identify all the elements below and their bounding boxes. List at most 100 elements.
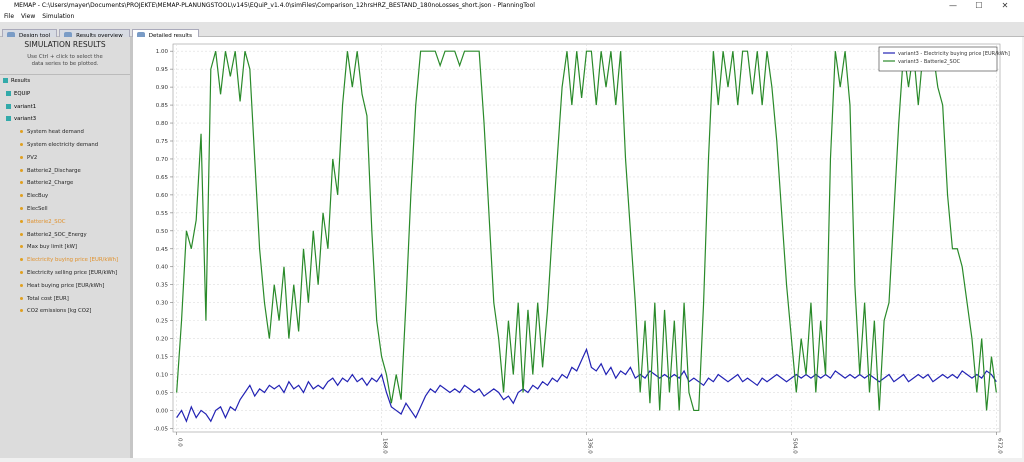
y-tick-label: 0.00 bbox=[156, 408, 169, 414]
tree-leaf[interactable]: Max buy limit [kW] bbox=[0, 241, 130, 254]
tree-label: variant3 bbox=[14, 116, 37, 123]
menu-item[interactable]: View bbox=[21, 13, 36, 20]
tree-label: Batterie2_Discharge bbox=[27, 167, 81, 174]
tree-label: Results bbox=[11, 78, 31, 84]
y-tick-label: 0.10 bbox=[156, 373, 169, 379]
tree-leaf[interactable]: Batterie2_SOC_Energy bbox=[0, 229, 130, 242]
leaf-icon bbox=[20, 168, 23, 172]
leaf-icon bbox=[20, 130, 23, 134]
tree-leaf[interactable]: Batterie2_Charge bbox=[0, 177, 130, 190]
leaf-icon bbox=[20, 181, 23, 185]
maximize-button[interactable]: ☐ bbox=[975, 1, 983, 10]
x-tick-label: 0.0 bbox=[177, 438, 183, 447]
title-bar: MEMAP - C:\Users\mayer\Documents\PROJEKT… bbox=[0, 0, 1024, 12]
tree-label: Electricity buying price [EUR/kWh] bbox=[27, 257, 119, 264]
leaf-icon bbox=[20, 245, 23, 249]
window-controls: — ☐ ✕ bbox=[940, 0, 1018, 12]
panel-hint: Use Ctrl + click to select the data seri… bbox=[27, 54, 103, 67]
tree-label: Max buy limit [kW] bbox=[27, 244, 77, 251]
y-tick-label: 0.65 bbox=[156, 175, 169, 181]
tree-node[interactable]: EQUIP bbox=[0, 88, 130, 101]
tree-node[interactable]: variant1 bbox=[0, 101, 130, 114]
chart: -0.05 0.00 0.05 0.10 0.15 0.20 0.25 0.30 0.35 0.4… bbox=[154, 43, 1010, 454]
window-title: MEMAP - C:\Users\mayer\Documents\PROJEKT… bbox=[14, 2, 535, 9]
y-tick-label: 0.30 bbox=[156, 301, 169, 307]
tree-leaf[interactable]: System heat demand bbox=[0, 126, 130, 139]
tree-label: ElecSell bbox=[27, 205, 48, 212]
leaf-icon bbox=[20, 155, 23, 159]
y-tick-label: 0.95 bbox=[156, 67, 169, 73]
y-tick-label: 0.40 bbox=[156, 265, 169, 271]
y-tick-label: 0.75 bbox=[156, 139, 169, 145]
tree-icon bbox=[6, 90, 11, 96]
y-tick-label: 0.60 bbox=[156, 193, 169, 199]
results-tree: Results EQUIP variant1 variant3 System heat … bbox=[0, 74, 130, 318]
tree-icon bbox=[3, 78, 8, 83]
tree-icon bbox=[6, 103, 11, 109]
tree-label: System electricity demand bbox=[27, 141, 99, 148]
tree-leaf[interactable]: CO2 emissions [kg CO2] bbox=[0, 305, 130, 318]
tree-leaf[interactable]: Batterie2_Discharge bbox=[0, 165, 130, 178]
tree-label: Batterie2_SOC bbox=[27, 218, 66, 225]
leaf-icon bbox=[20, 142, 23, 146]
menu-item[interactable]: File bbox=[4, 13, 15, 20]
panel-title: SIMULATION RESULTS bbox=[24, 40, 106, 49]
x-tick-label: 168.0 bbox=[382, 438, 388, 454]
tree-leaf[interactable]: PV2 bbox=[0, 152, 130, 165]
y-tick-label: 0.45 bbox=[156, 247, 169, 253]
x-tick-label: 672.0 bbox=[996, 438, 1002, 454]
tree-leaf[interactable]: Electricity buying price [EUR/kWh] bbox=[0, 254, 130, 267]
tree-leaf[interactable]: Electricity selling price [EUR/kWh] bbox=[0, 267, 130, 280]
y-tick-label: 0.35 bbox=[156, 283, 169, 289]
tree-leaf[interactable]: ElecBuy bbox=[0, 190, 130, 203]
x-tick-label: 504.0 bbox=[791, 438, 797, 454]
y-tick-label: 0.20 bbox=[156, 337, 169, 343]
leaf-icon bbox=[20, 219, 23, 223]
y-tick-label: 0.25 bbox=[156, 319, 169, 325]
leaf-icon bbox=[20, 283, 23, 287]
tree-label: Batterie2_SOC_Energy bbox=[27, 231, 87, 238]
tree-label: System heat demand bbox=[27, 129, 84, 136]
tree-label: ElecBuy bbox=[27, 193, 49, 200]
tree-icon bbox=[6, 116, 11, 122]
legend-label: variant3 - Electricity buying price [EUR… bbox=[898, 51, 1010, 57]
leaf-icon bbox=[20, 232, 23, 236]
close-button[interactable]: ✕ bbox=[1001, 1, 1009, 10]
leaf-icon bbox=[20, 309, 23, 313]
y-tick-label: 0.85 bbox=[156, 103, 169, 109]
leaf-icon bbox=[20, 206, 23, 210]
tree-label: PV2 bbox=[27, 154, 38, 161]
tree-label: Total cost [EUR] bbox=[27, 295, 69, 302]
minimize-button[interactable]: — bbox=[949, 1, 957, 10]
tree-label: Batterie2_Charge bbox=[27, 180, 74, 187]
leaf-icon bbox=[20, 270, 23, 274]
tree-label: EQUIP bbox=[14, 90, 31, 97]
leaf-icon bbox=[20, 258, 23, 262]
tree-leaf[interactable]: ElecSell bbox=[0, 203, 130, 216]
tree-label: Heat buying price [EUR/kWh] bbox=[27, 282, 105, 289]
tree-node[interactable]: variant3 bbox=[0, 113, 130, 126]
y-tick-label: 0.50 bbox=[156, 229, 169, 235]
y-tick-label: 1.00 bbox=[156, 49, 169, 55]
leaf-icon bbox=[20, 194, 23, 198]
y-tick-label: 0.15 bbox=[156, 355, 169, 361]
tree-leaf[interactable]: Heat buying price [EUR/kWh] bbox=[0, 280, 130, 293]
leaf-icon bbox=[20, 296, 23, 300]
tree-leaf[interactable]: System electricity demand bbox=[0, 139, 130, 152]
chart-panel: -0.05 0.00 0.05 0.10 0.15 0.20 0.25 0.30 0.35 0.4… bbox=[133, 37, 1022, 458]
y-tick-label: 0.55 bbox=[156, 211, 169, 217]
menu-item[interactable]: Simulation bbox=[42, 13, 75, 20]
legend-label: variant3 - Batterie2_SOC bbox=[898, 59, 961, 65]
y-tick-label: 0.70 bbox=[156, 157, 169, 163]
tree-label: CO2 emissions [kg CO2] bbox=[27, 308, 92, 315]
tree-leaf[interactable]: Batterie2_SOC bbox=[0, 216, 130, 229]
results-panel: SIMULATION RESULTS Use Ctrl + click to s… bbox=[0, 37, 133, 458]
tree-leaf[interactable]: Total cost [EUR] bbox=[0, 293, 130, 306]
y-tick-label: 0.90 bbox=[156, 85, 169, 91]
series-line bbox=[176, 50, 997, 412]
x-tick-label: 336.0 bbox=[587, 438, 593, 454]
menu-bar: File View Simulation bbox=[0, 12, 1024, 22]
legend-box bbox=[878, 46, 998, 72]
tree-node[interactable]: Results bbox=[0, 75, 130, 88]
